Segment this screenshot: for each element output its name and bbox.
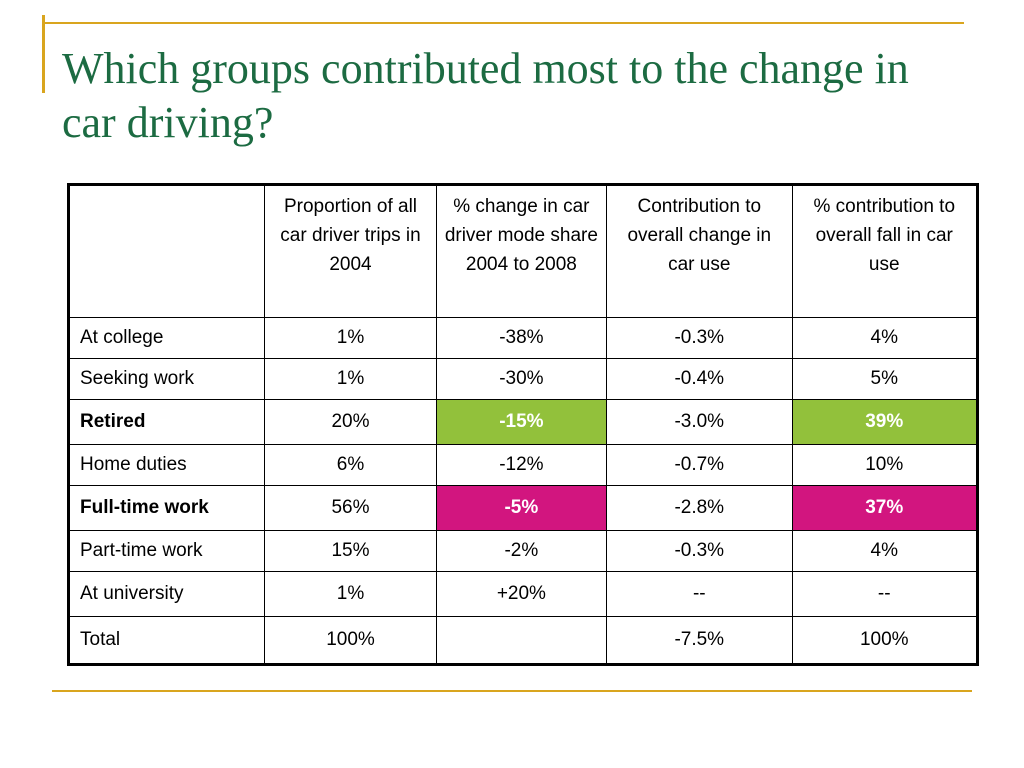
accent-line-vertical [42,15,45,93]
row-label: At university [67,571,266,617]
header-proportion: Proportion of all car driver trips in 20… [264,184,437,318]
cell-contribution: -0.4% [606,358,793,400]
row-label: Full-time work [67,485,266,531]
cell-contribution: -0.3% [606,317,793,359]
row-label: Retired [67,399,266,445]
table-row: Seeking work 1% -30% -0.4% 5% [67,358,978,400]
header-cell-empty [67,184,266,318]
cell-percent-contribution-highlight: 37% [791,485,978,531]
table-row: Home duties 6% -12% -0.7% 10% [67,444,978,486]
cell-percent-contribution: 5% [791,358,978,400]
cell-proportion: 1% [264,358,437,400]
cell-proportion: 100% [264,616,437,665]
cell-proportion: 1% [264,571,437,617]
table-row: At university 1% +20% -- -- [67,571,978,617]
cell-percent-contribution: -- [791,571,978,617]
cell-contribution: -7.5% [606,616,793,665]
slide-title: Which groups contributed most to the cha… [62,44,909,147]
cell-percent-contribution: 4% [791,317,978,359]
cell-mode-share-change-highlight: -5% [435,485,608,531]
row-label: Home duties [67,444,266,486]
cell-mode-share-change [435,616,608,665]
cell-percent-contribution: 100% [791,616,978,665]
cell-proportion: 6% [264,444,437,486]
cell-contribution: -0.7% [606,444,793,486]
cell-mode-share-change: -2% [435,530,608,572]
cell-mode-share-change-highlight: -15% [435,399,608,445]
cell-proportion: 20% [264,399,437,445]
car-driving-contribution-table: Proportion of all car driver trips in 20… [67,183,979,666]
cell-contribution: -2.8% [606,485,793,531]
table-row: At college 1% -38% -0.3% 4% [67,317,978,359]
accent-line-bottom [52,690,972,692]
cell-contribution: -3.0% [606,399,793,445]
cell-mode-share-change: -12% [435,444,608,486]
row-label: Part-time work [67,530,266,572]
cell-proportion: 1% [264,317,437,359]
row-label: Seeking work [67,358,266,400]
table-row: Part-time work 15% -2% -0.3% 4% [67,530,978,572]
cell-mode-share-change: +20% [435,571,608,617]
table-header-row: Proportion of all car driver trips in 20… [67,184,978,318]
cell-mode-share-change: -30% [435,358,608,400]
cell-contribution: -- [606,571,793,617]
header-percent-contribution: % contribution to overall fall in car us… [791,184,978,318]
accent-line-top [42,22,964,24]
row-label: Total [67,616,266,665]
row-label: At college [67,317,266,359]
cell-mode-share-change: -38% [435,317,608,359]
table-row-total: Total 100% -7.5% 100% [67,616,978,665]
cell-proportion: 15% [264,530,437,572]
cell-percent-contribution: 10% [791,444,978,486]
table-row: Retired 20% -15% -3.0% 39% [67,399,978,445]
cell-percent-contribution: 4% [791,530,978,572]
cell-percent-contribution-highlight: 39% [791,399,978,445]
header-contribution: Contribution to overall change in car us… [606,184,793,318]
cell-contribution: -0.3% [606,530,793,572]
table-row: Full-time work 56% -5% -2.8% 37% [67,485,978,531]
header-mode-share-change: % change in car driver mode share 2004 t… [435,184,608,318]
cell-proportion: 56% [264,485,437,531]
